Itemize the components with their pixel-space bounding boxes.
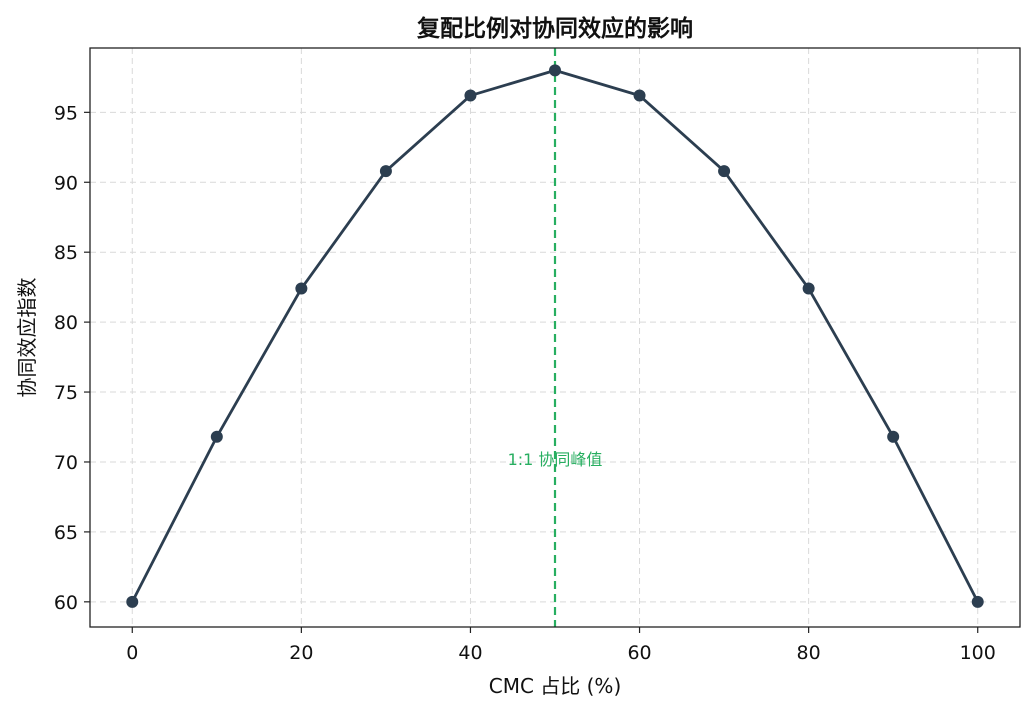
chart-title: 复配比例对协同效应的影响 bbox=[416, 15, 693, 42]
y-tick-label: 65 bbox=[54, 522, 78, 544]
y-tick-label: 95 bbox=[54, 102, 78, 124]
data-point bbox=[718, 165, 731, 178]
y-tick-label: 80 bbox=[54, 312, 78, 334]
data-point bbox=[887, 430, 900, 443]
data-point bbox=[633, 89, 646, 102]
data-point bbox=[971, 595, 984, 608]
y-tick-label: 90 bbox=[54, 172, 78, 194]
plot-frame bbox=[89, 47, 1021, 628]
x-axis-ticks: 0 20 40 60 80 100 bbox=[126, 627, 996, 664]
x-tick-label: 80 bbox=[797, 642, 821, 664]
data-point bbox=[549, 64, 561, 77]
y-axis-ticks: 60 65 70 75 80 85 90 95 bbox=[54, 102, 90, 614]
y-tick-label: 60 bbox=[54, 592, 78, 614]
data-point bbox=[379, 165, 392, 178]
x-tick-label: 100 bbox=[960, 642, 996, 664]
series-layer bbox=[126, 64, 984, 608]
y-tick-label: 70 bbox=[54, 452, 78, 474]
y-tick-label: 85 bbox=[54, 242, 78, 264]
y-axis-title: 协同效应指数 bbox=[15, 278, 39, 398]
y-tick-label: 75 bbox=[54, 382, 78, 404]
x-tick-label: 0 bbox=[126, 642, 138, 664]
data-point bbox=[210, 430, 223, 443]
data-point bbox=[295, 282, 308, 295]
x-tick-label: 20 bbox=[289, 642, 313, 664]
x-tick-label: 60 bbox=[627, 642, 651, 664]
x-axis-title: CMC 占比 (%) bbox=[489, 674, 622, 698]
annotation-layer: 1:1 协同峰值 bbox=[508, 450, 603, 469]
data-point bbox=[464, 89, 477, 102]
data-point bbox=[126, 595, 139, 608]
x-tick-label: 40 bbox=[458, 642, 482, 664]
data-point bbox=[802, 282, 815, 295]
peak-annotation: 1:1 协同峰值 bbox=[508, 450, 603, 469]
